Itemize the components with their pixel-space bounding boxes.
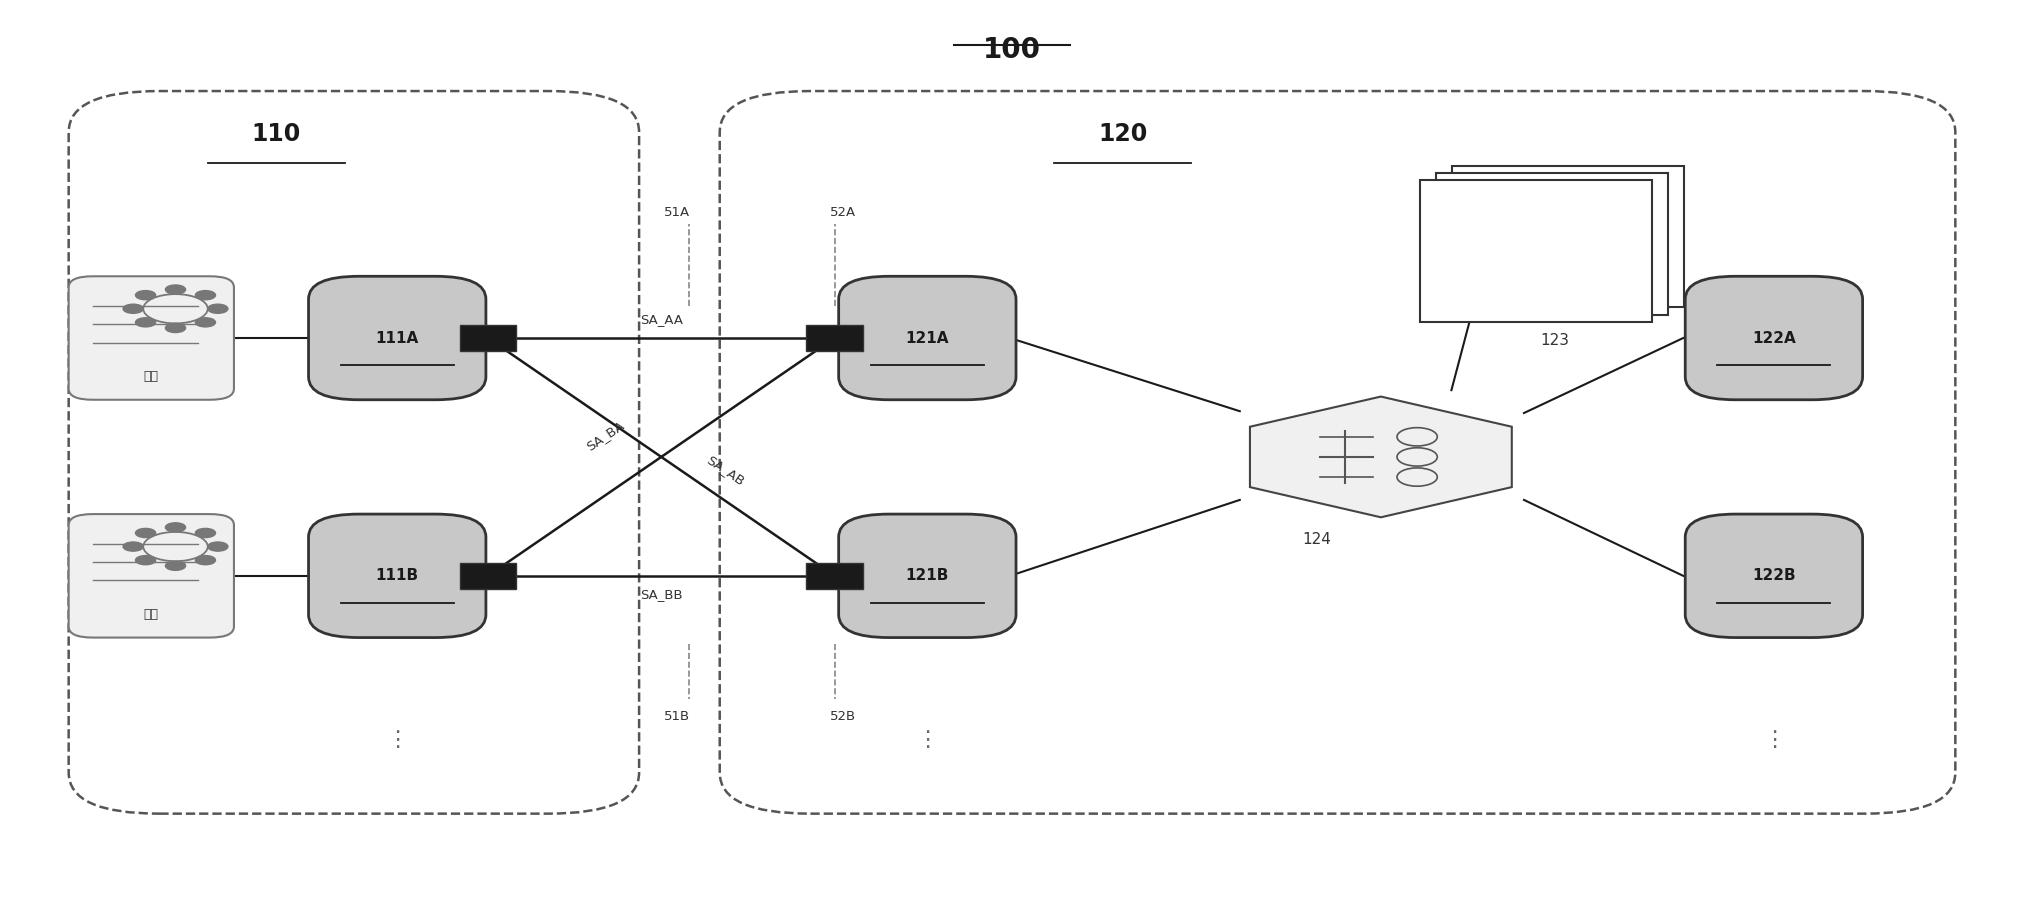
FancyBboxPatch shape bbox=[307, 514, 486, 638]
Text: 124: 124 bbox=[1301, 532, 1331, 546]
Text: 52B: 52B bbox=[829, 711, 856, 724]
Text: 111B: 111B bbox=[376, 569, 419, 583]
Text: 51B: 51B bbox=[664, 711, 690, 724]
Circle shape bbox=[196, 528, 214, 537]
Text: 52A: 52A bbox=[829, 206, 856, 219]
FancyBboxPatch shape bbox=[838, 514, 1016, 638]
Circle shape bbox=[196, 556, 214, 565]
Circle shape bbox=[166, 285, 186, 294]
Circle shape bbox=[196, 318, 214, 327]
FancyBboxPatch shape bbox=[1685, 276, 1861, 400]
Text: 122B: 122B bbox=[1752, 569, 1794, 583]
FancyBboxPatch shape bbox=[307, 276, 486, 400]
FancyBboxPatch shape bbox=[838, 276, 1016, 400]
Text: 121A: 121A bbox=[904, 330, 949, 345]
Circle shape bbox=[166, 561, 186, 570]
Text: 110: 110 bbox=[251, 122, 301, 146]
Text: SA_AA: SA_AA bbox=[639, 313, 682, 326]
Text: 51A: 51A bbox=[664, 206, 690, 219]
Circle shape bbox=[208, 542, 229, 551]
Circle shape bbox=[136, 556, 156, 565]
Text: SA_BA: SA_BA bbox=[583, 419, 625, 453]
Text: SA_AB: SA_AB bbox=[704, 453, 746, 488]
Text: 100: 100 bbox=[983, 36, 1040, 65]
Bar bbox=[1420, 180, 1651, 322]
Bar bbox=[459, 325, 516, 351]
Text: 111A: 111A bbox=[376, 330, 419, 345]
Text: 应用: 应用 bbox=[144, 370, 158, 383]
Circle shape bbox=[136, 291, 156, 300]
Text: 123: 123 bbox=[1540, 333, 1568, 348]
Polygon shape bbox=[1250, 397, 1511, 517]
Circle shape bbox=[136, 318, 156, 327]
Bar bbox=[805, 563, 862, 589]
Circle shape bbox=[123, 542, 144, 551]
Bar bbox=[1453, 165, 1683, 307]
Bar bbox=[1436, 173, 1667, 315]
Text: ⋮: ⋮ bbox=[386, 730, 409, 750]
FancyBboxPatch shape bbox=[1685, 514, 1861, 638]
Bar bbox=[459, 563, 516, 589]
Circle shape bbox=[136, 528, 156, 537]
Text: ⋮: ⋮ bbox=[916, 730, 939, 750]
Circle shape bbox=[208, 305, 229, 313]
Text: 应用: 应用 bbox=[144, 607, 158, 621]
Circle shape bbox=[196, 291, 214, 300]
Circle shape bbox=[123, 305, 144, 313]
Text: SA_BB: SA_BB bbox=[639, 588, 682, 601]
Text: 121B: 121B bbox=[904, 569, 949, 583]
Circle shape bbox=[166, 522, 186, 532]
FancyBboxPatch shape bbox=[69, 276, 235, 400]
Bar bbox=[805, 325, 862, 351]
Text: 120: 120 bbox=[1098, 122, 1147, 146]
Circle shape bbox=[166, 323, 186, 332]
FancyBboxPatch shape bbox=[69, 514, 235, 638]
Text: 122A: 122A bbox=[1752, 330, 1794, 345]
Text: ⋮: ⋮ bbox=[1762, 730, 1784, 750]
